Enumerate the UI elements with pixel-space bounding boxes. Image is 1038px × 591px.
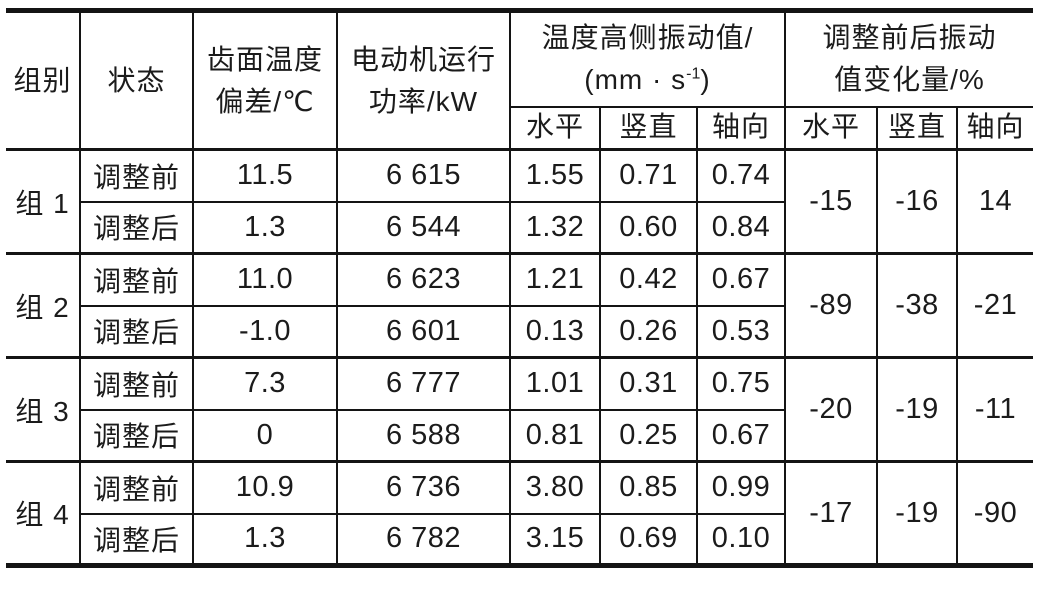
vibration-axial-cell: 0.74 (696, 148, 786, 203)
vibration-axial-cell: 0.67 (696, 252, 786, 307)
vibration-horizontal-cell: 1.55 (509, 148, 601, 203)
group-cell: 组 1 (5, 148, 81, 255)
header-vibration-value: 温度高侧振动值/ (mm · s-1) (509, 10, 786, 108)
vibration-axial-cell: 0.84 (696, 200, 786, 255)
motor-power-cell: 6 601 (336, 304, 511, 359)
motor-power-cell: 6 736 (336, 460, 511, 515)
vibration-vertical-cell: 0.71 (599, 148, 698, 203)
vib-unit-superscript: -1 (686, 65, 701, 83)
status-cell: 调整前 (79, 252, 194, 307)
vibration-horizontal-cell: 3.80 (509, 460, 601, 515)
motor-power-cell: 6 777 (336, 356, 511, 411)
vibration-vertical-cell: 0.26 (599, 304, 698, 359)
table-row: 组 2 调整前 11.0 6 623 1.21 0.42 0.67 -89 -3… (5, 252, 1034, 359)
motor-power-cell: 6 615 (336, 148, 511, 203)
header-vib-unit: (mm · s-1) (513, 59, 782, 101)
vibration-axial-cell: 0.53 (696, 304, 786, 359)
change-vertical-cell: -16 (876, 148, 958, 255)
vibration-horizontal-cell: 0.81 (509, 408, 601, 463)
table-row: 调整后 1.3 6 544 1.32 0.60 0.84 (6, 200, 1033, 255)
table-row: 调整后 1.3 6 782 3.15 0.69 0.10 (6, 512, 1033, 567)
vib-unit-prefix: (mm · s (584, 64, 687, 96)
change-vertical-cell: -19 (876, 460, 958, 567)
status-cell: 调整后 (79, 512, 194, 567)
vibration-vertical-cell: 0.42 (599, 252, 698, 307)
subheader-change-vertical: 竖直 (876, 105, 958, 151)
header-power-line1: 电动机运行 (350, 43, 496, 75)
vibration-vertical-cell: 0.85 (599, 460, 698, 515)
vibration-horizontal-cell: 1.21 (509, 252, 601, 307)
temp-deviation-cell: 0 (192, 408, 338, 463)
table-row: 组 1 调整前 11.5 6 615 1.55 0.71 0.74 -15 -1… (5, 148, 1034, 255)
status-cell: 调整前 (79, 460, 194, 515)
vibration-vertical-cell: 0.31 (599, 356, 698, 411)
change-horizontal-cell: -17 (784, 460, 878, 567)
status-cell: 调整后 (79, 408, 194, 463)
vibration-vertical-cell: 0.25 (599, 408, 698, 463)
vibration-horizontal-cell: 1.01 (509, 356, 601, 411)
header-change-line2: 值变化量/% (834, 64, 985, 96)
subheader-change-axial: 轴向 (956, 105, 1034, 151)
motor-power-cell: 6 623 (336, 252, 511, 307)
vibration-horizontal-cell: 3.15 (509, 512, 601, 567)
temp-deviation-cell: 7.3 (192, 356, 338, 411)
temp-deviation-cell: 1.3 (192, 200, 338, 255)
header-status-label: 状态 (107, 64, 166, 96)
group-cell: 组 3 (5, 356, 81, 463)
change-vertical-cell: -19 (876, 356, 958, 463)
header-change-amount: 调整前后振动 值变化量/% (784, 10, 1034, 108)
motor-power-cell: 6 544 (336, 200, 511, 255)
vibration-axial-cell: 0.75 (696, 356, 786, 411)
header-change-line1: 调整前后振动 (822, 22, 997, 54)
group-cell: 组 2 (5, 252, 81, 359)
subheader-vib-axial: 轴向 (696, 105, 786, 151)
status-cell: 调整后 (79, 200, 194, 255)
vibration-axial-cell: 0.67 (696, 408, 786, 463)
status-cell: 调整前 (79, 356, 194, 411)
table-row: 调整后 -1.0 6 601 0.13 0.26 0.53 (6, 304, 1033, 359)
temp-deviation-cell: -1.0 (192, 304, 338, 359)
table-row: 调整后 0 6 588 0.81 0.25 0.67 (6, 408, 1033, 463)
header-group: 组别 (5, 10, 81, 151)
header-temp-deviation: 齿面温度 偏差/℃ (192, 10, 338, 151)
vibration-vertical-cell: 0.69 (599, 512, 698, 567)
vibration-vertical-cell: 0.60 (599, 200, 698, 255)
header-status: 状态 (79, 10, 194, 151)
vibration-axial-cell: 0.10 (696, 512, 786, 567)
change-axial-cell: -90 (956, 460, 1034, 567)
subheader-change-horizontal: 水平 (784, 105, 878, 151)
vibration-data-table: 组别 状态 齿面温度 偏差/℃ 电动机运行 功率/kW 温度高侧振动值/ (mm… (5, 8, 1034, 568)
change-axial-cell: -21 (956, 252, 1034, 359)
status-cell: 调整前 (79, 148, 194, 203)
status-cell: 调整后 (79, 304, 194, 359)
table-row: 组 3 调整前 7.3 6 777 1.01 0.31 0.75 -20 -19… (5, 356, 1034, 463)
change-axial-cell: 14 (956, 148, 1034, 255)
motor-power-cell: 6 782 (336, 512, 511, 567)
change-horizontal-cell: -89 (784, 252, 878, 359)
subheader-vib-vertical: 竖直 (599, 105, 698, 151)
header-group-label: 组别 (13, 64, 72, 96)
temp-deviation-cell: 10.9 (192, 460, 338, 515)
change-horizontal-cell: -20 (784, 356, 878, 463)
vibration-horizontal-cell: 1.32 (509, 200, 601, 255)
header-power-line2: 功率/kW (368, 85, 479, 117)
header-temp-line2: 偏差/℃ (215, 85, 315, 117)
change-horizontal-cell: -15 (784, 148, 878, 255)
header-temp-line1: 齿面温度 (206, 43, 323, 75)
change-axial-cell: -11 (956, 356, 1034, 463)
vibration-horizontal-cell: 0.13 (509, 304, 601, 359)
header-vib-line1: 温度高侧振动值/ (541, 22, 754, 54)
table-row: 组 4 调整前 10.9 6 736 3.80 0.85 0.99 -17 -1… (5, 460, 1034, 567)
vib-unit-suffix: ) (700, 64, 711, 96)
group-cell: 组 4 (5, 460, 81, 567)
temp-deviation-cell: 1.3 (192, 512, 338, 567)
header-motor-power: 电动机运行 功率/kW (336, 10, 511, 151)
vibration-axial-cell: 0.99 (696, 460, 786, 515)
subheader-vib-horizontal: 水平 (509, 105, 601, 151)
change-vertical-cell: -38 (876, 252, 958, 359)
temp-deviation-cell: 11.5 (192, 148, 338, 203)
motor-power-cell: 6 588 (336, 408, 511, 463)
temp-deviation-cell: 11.0 (192, 252, 338, 307)
